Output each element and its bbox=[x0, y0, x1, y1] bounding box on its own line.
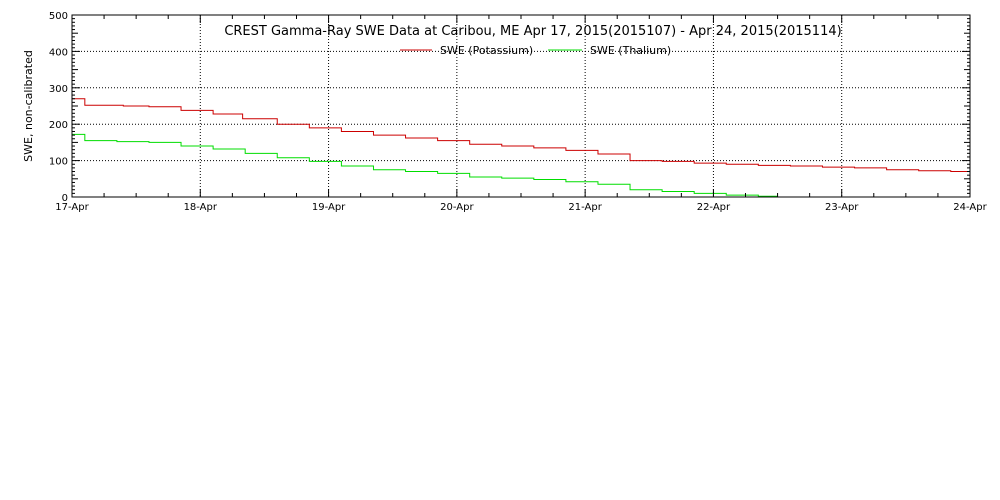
chart-title: CREST Gamma-Ray SWE Data at Caribou, ME … bbox=[224, 24, 841, 39]
y-tick-label: 300 bbox=[49, 84, 68, 95]
y-tick-label: 200 bbox=[49, 120, 68, 131]
series-layer bbox=[72, 98, 971, 197]
series-line-potassium bbox=[72, 98, 971, 173]
y-tick-label: 0 bbox=[62, 193, 68, 204]
legend-label-thalium: SWE (Thalium) bbox=[590, 44, 671, 57]
ticks bbox=[71, 14, 971, 198]
gridlines bbox=[72, 15, 970, 197]
x-tick-label: 24-Apr bbox=[953, 202, 987, 213]
x-tick-label: 23-Apr bbox=[825, 202, 859, 213]
y-tick-label: 400 bbox=[49, 47, 68, 58]
x-tick-label: 18-Apr bbox=[184, 202, 218, 213]
x-tick-label: 17-Apr bbox=[55, 202, 89, 213]
y-axis-title: SWE, non-calibrated bbox=[22, 50, 35, 162]
x-tick-label: 22-Apr bbox=[697, 202, 731, 213]
legend-label-potassium: SWE (Potassium) bbox=[440, 44, 533, 57]
legend: SWE (Potassium) SWE (Thalium) bbox=[400, 44, 671, 57]
y-tick-label: 100 bbox=[49, 157, 68, 168]
x-tick-label: 19-Apr bbox=[312, 202, 346, 213]
series-line-thalium bbox=[72, 133, 779, 197]
x-tick-labels: 17-Apr 18-Apr 19-Apr 20-Apr 21-Apr 22-Apr 23-A… bbox=[55, 202, 987, 213]
y-tick-labels: 0 100 200 300 400 500 bbox=[49, 11, 68, 204]
x-tick-label: 20-Apr bbox=[440, 202, 474, 213]
y-tick-label: 500 bbox=[49, 11, 68, 22]
plot-frame bbox=[71, 14, 971, 198]
x-tick-label: 21-Apr bbox=[568, 202, 602, 213]
